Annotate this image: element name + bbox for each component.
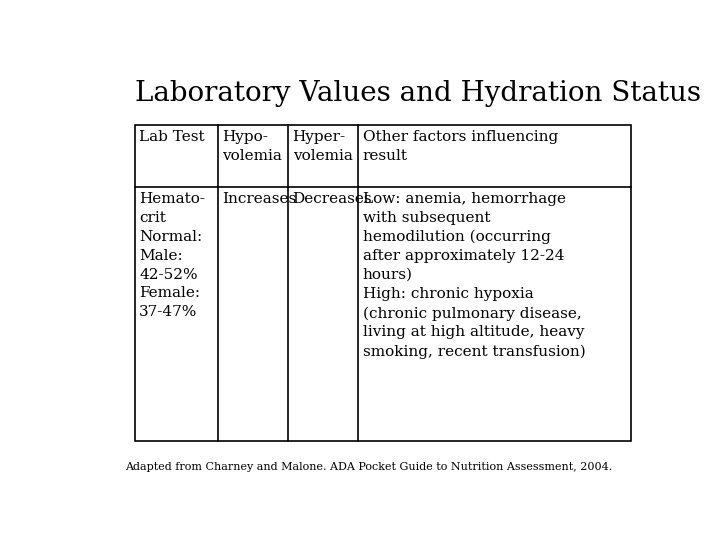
Text: Decreases: Decreases <box>292 192 372 206</box>
Text: Increases: Increases <box>222 192 297 206</box>
Text: Hyper-
volemia: Hyper- volemia <box>292 130 352 163</box>
Text: Hypo-
volemia: Hypo- volemia <box>222 130 282 163</box>
Text: Hemato-
crit
Normal:
Male:
42-52%
Female:
37-47%: Hemato- crit Normal: Male: 42-52% Female… <box>139 192 205 319</box>
Text: Other factors influencing
result: Other factors influencing result <box>363 130 558 163</box>
Text: Adapted from Charney and Malone. ADA Pocket Guide to Nutrition Assessment, 2004.: Adapted from Charney and Malone. ADA Poc… <box>125 462 613 472</box>
Text: Laboratory Values and Hydration Status: Laboratory Values and Hydration Status <box>135 80 701 107</box>
Text: Lab Test: Lab Test <box>139 130 204 144</box>
Text: Low: anemia, hemorrhage
with subsequent
hemodilution (occurring
after approximat: Low: anemia, hemorrhage with subsequent … <box>363 192 585 359</box>
